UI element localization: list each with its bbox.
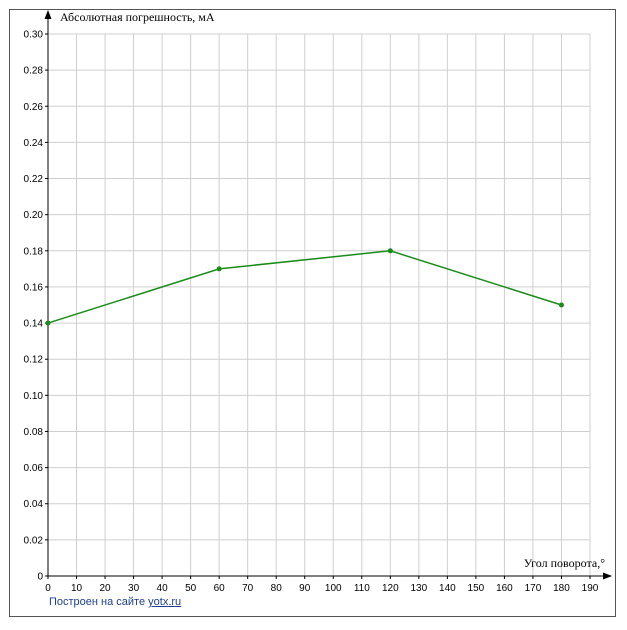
x-tick-label: 0 bbox=[45, 583, 51, 594]
y-tick-label: 0.04 bbox=[24, 499, 44, 510]
y-tick-label: 0.16 bbox=[24, 282, 44, 293]
x-tick-label: 10 bbox=[71, 583, 83, 594]
x-tick-label: 130 bbox=[410, 583, 427, 594]
data-point bbox=[387, 248, 393, 254]
y-tick-label: 0.26 bbox=[24, 102, 44, 113]
y-tick-label: 0.22 bbox=[24, 174, 44, 185]
x-tick-label: 50 bbox=[185, 583, 197, 594]
x-tick-label: 70 bbox=[242, 583, 254, 594]
series bbox=[45, 248, 564, 326]
x-tick-labels: 0 10 20 30 40 50 60 70 80 90 100 110 120 130 140 150 160… bbox=[45, 583, 599, 594]
x-tick-label: 160 bbox=[496, 583, 513, 594]
y-tick-label: 0.08 bbox=[24, 427, 44, 438]
y-tick-label: 0.12 bbox=[24, 355, 44, 366]
y-tick-labels: 0 0.02 0.04 0.06 0.08 0.10 0.12 0.14 0.16 0.18 0.2… bbox=[24, 30, 44, 583]
y-tick-label: 0.30 bbox=[24, 30, 44, 41]
x-tick-label: 40 bbox=[157, 583, 169, 594]
x-tick-label: 20 bbox=[99, 583, 111, 594]
grid bbox=[45, 33, 591, 579]
data-point bbox=[216, 266, 222, 272]
x-tick-label: 150 bbox=[468, 583, 485, 594]
data-point bbox=[558, 302, 564, 308]
y-tick-label: 0 bbox=[37, 572, 43, 583]
y-tick-label: 0.06 bbox=[24, 463, 44, 474]
x-tick-label: 140 bbox=[439, 583, 456, 594]
site-link[interactable]: yotx.ru bbox=[148, 596, 182, 608]
y-tick-label: 0.10 bbox=[24, 391, 44, 402]
series-line bbox=[47, 250, 562, 324]
x-tick-label: 110 bbox=[354, 583, 370, 594]
x-tick-label: 180 bbox=[553, 583, 570, 594]
x-tick-label: 120 bbox=[382, 583, 399, 594]
axes bbox=[44, 10, 612, 580]
y-tick-label: 0.14 bbox=[24, 319, 44, 330]
credit-text: Построен на сайте yotx.ru bbox=[49, 596, 181, 608]
x-tick-label: 90 bbox=[299, 583, 311, 594]
y-tick-label: 0.20 bbox=[24, 210, 44, 221]
y-tick-label: 0.24 bbox=[24, 138, 44, 149]
y-tick-label: 0.18 bbox=[24, 246, 44, 257]
y-tick-label: 0.28 bbox=[24, 66, 44, 77]
y-axis-title: Абсолютная погрешность, мА bbox=[60, 10, 215, 24]
x-tick-label: 100 bbox=[325, 583, 342, 594]
x-axis-arrow-icon bbox=[603, 572, 612, 580]
credit-prefix: Построен на сайте bbox=[49, 596, 149, 608]
chart-frame bbox=[9, 9, 616, 617]
y-tick-label: 0.02 bbox=[24, 535, 44, 546]
y-axis-arrow-icon bbox=[44, 10, 52, 19]
x-tick-label: 80 bbox=[271, 583, 283, 594]
x-tick-label: 190 bbox=[582, 583, 599, 594]
data-point bbox=[45, 320, 51, 326]
x-tick-label: 30 bbox=[128, 583, 140, 594]
x-tick-label: 60 bbox=[214, 583, 226, 594]
x-axis-title: Угол поворота,° bbox=[524, 556, 605, 570]
x-tick-label: 170 bbox=[525, 583, 542, 594]
